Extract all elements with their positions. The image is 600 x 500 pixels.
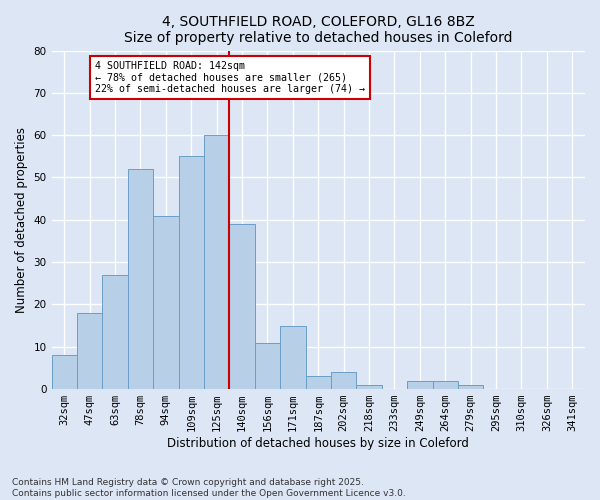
Y-axis label: Number of detached properties: Number of detached properties — [15, 127, 28, 313]
X-axis label: Distribution of detached houses by size in Coleford: Distribution of detached houses by size … — [167, 437, 469, 450]
Bar — [77, 313, 103, 389]
Text: 4 SOUTHFIELD ROAD: 142sqm
← 78% of detached houses are smaller (265)
22% of semi: 4 SOUTHFIELD ROAD: 142sqm ← 78% of detac… — [95, 61, 365, 94]
Title: 4, SOUTHFIELD ROAD, COLEFORD, GL16 8BZ
Size of property relative to detached hou: 4, SOUTHFIELD ROAD, COLEFORD, GL16 8BZ S… — [124, 15, 512, 45]
Bar — [407, 380, 433, 389]
Bar — [280, 326, 305, 389]
Bar — [204, 135, 229, 389]
Bar — [331, 372, 356, 389]
Bar — [433, 380, 458, 389]
Bar — [255, 342, 280, 389]
Bar — [356, 385, 382, 389]
Bar — [52, 355, 77, 389]
Bar — [103, 275, 128, 389]
Bar — [458, 385, 484, 389]
Text: Contains HM Land Registry data © Crown copyright and database right 2025.
Contai: Contains HM Land Registry data © Crown c… — [12, 478, 406, 498]
Bar — [179, 156, 204, 389]
Bar — [305, 376, 331, 389]
Bar — [128, 169, 153, 389]
Bar — [229, 224, 255, 389]
Bar — [153, 216, 179, 389]
